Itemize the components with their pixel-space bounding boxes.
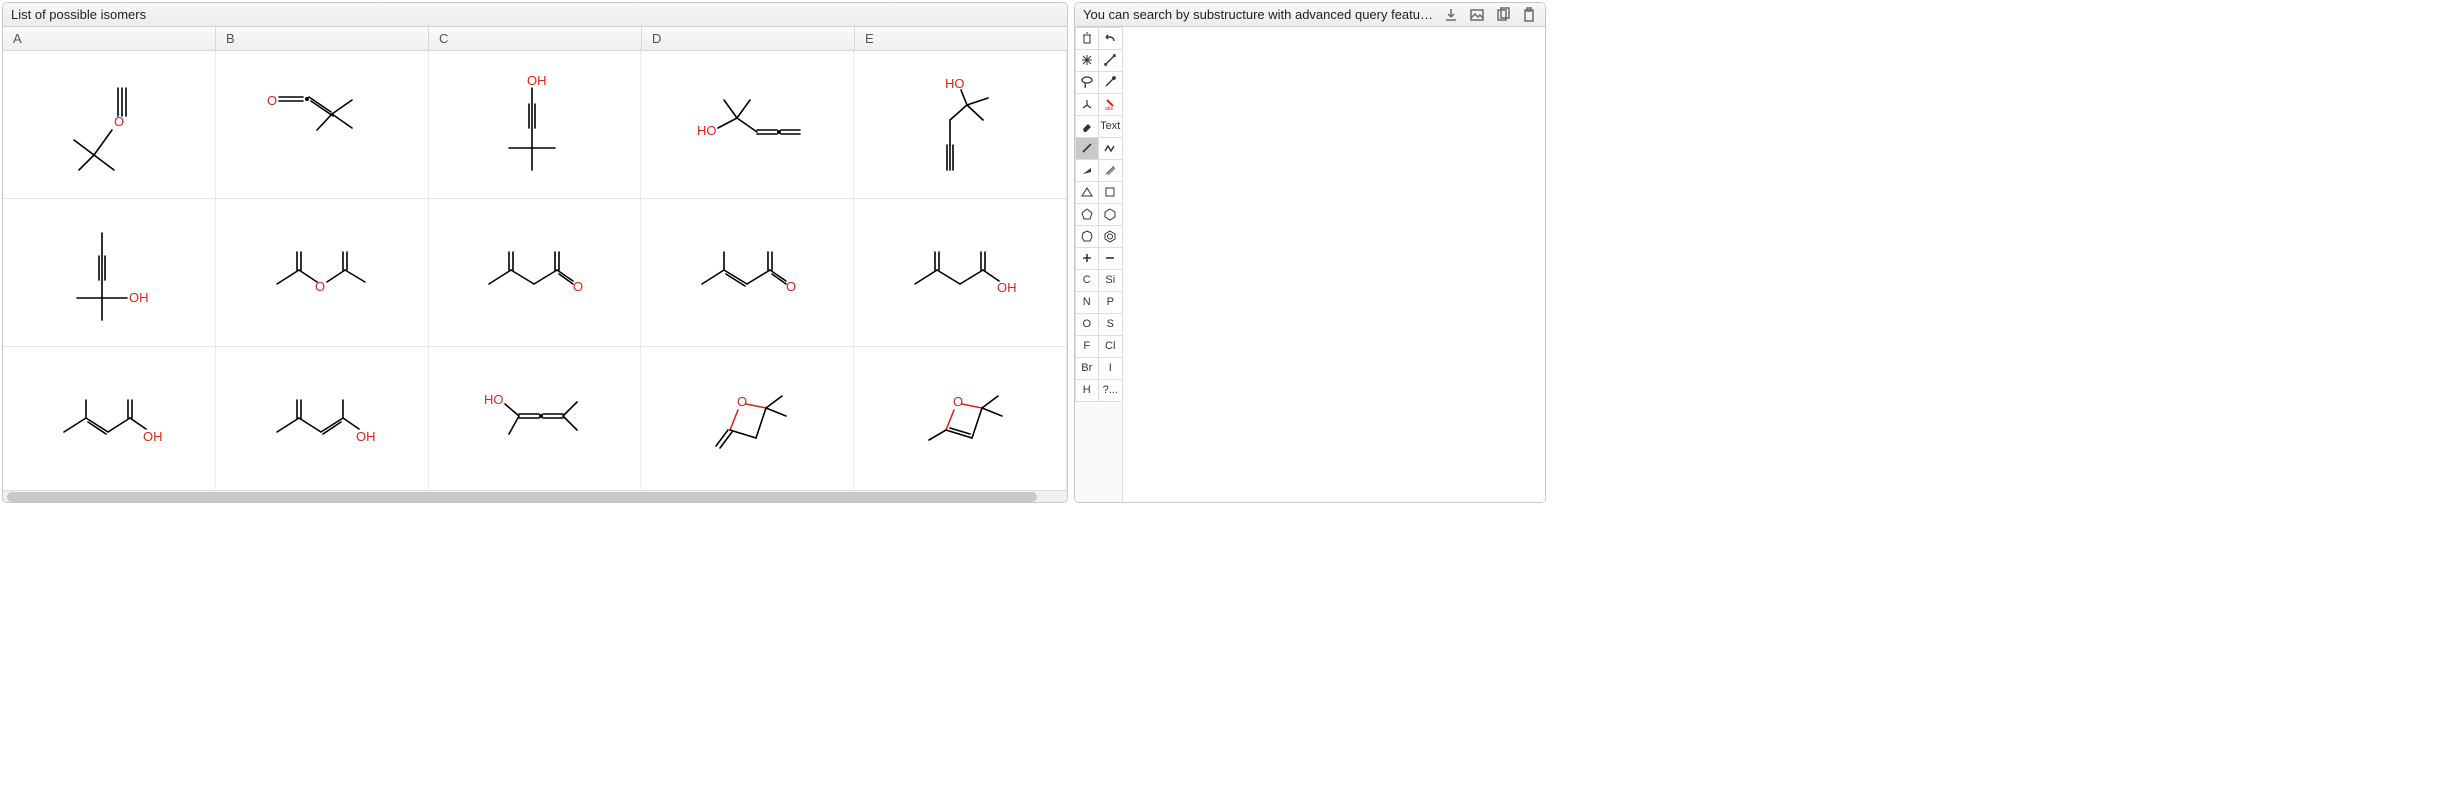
right-panel-title: You can search by substructure with adva… [1083,7,1435,22]
svg-text:OH: OH [527,73,547,88]
svg-text:O: O [573,279,583,294]
svg-text:HO: HO [484,392,504,407]
table-cell[interactable]: HO [854,51,1067,199]
chain-icon[interactable] [1098,137,1123,160]
table-cell[interactable]: OH [216,347,429,490]
svg-text:O: O [953,394,963,409]
abs-icon[interactable]: abs [1098,93,1123,116]
svg-text:HO: HO [697,123,717,138]
atom-p-button[interactable]: P [1098,291,1123,314]
svg-text:O: O [315,279,325,294]
atom-si-button[interactable]: Si [1098,269,1123,292]
trash-icon[interactable] [1075,27,1100,50]
isomer-list-panel: List of possible isomers A B C D E O [2,2,1068,503]
structure-editor-panel: You can search by substructure with adva… [1074,2,1546,503]
col-header-e[interactable]: E [855,27,1067,50]
table-cell[interactable]: O [3,51,216,199]
plus-icon[interactable] [1075,247,1100,270]
triangle-icon[interactable] [1075,181,1100,204]
right-panel-header: You can search by substructure with adva… [1075,3,1545,27]
svg-text:OH: OH [129,290,149,305]
table-cell[interactable]: O [854,347,1067,490]
svg-text:O: O [786,279,796,294]
editor-body: abs Text [1075,27,1545,502]
table-cell[interactable]: O [216,199,429,347]
square-icon[interactable] [1098,181,1123,204]
move-icon[interactable] [1098,49,1123,72]
benzene-icon[interactable] [1098,225,1123,248]
editor-canvas[interactable] [1123,27,1545,502]
wedge-down-icon[interactable] [1075,159,1100,182]
editor-toolbar: abs Text [1075,27,1123,502]
atom-c-button[interactable]: C [1075,269,1100,292]
lasso-icon[interactable] [1075,71,1100,94]
svg-text:OH: OH [143,429,163,444]
svg-text:OH: OH [997,280,1017,295]
heptagon-icon[interactable] [1075,225,1100,248]
single-bond-icon[interactable] [1075,137,1100,160]
table-cell[interactable]: O [641,347,854,490]
table-cell[interactable]: OH [429,51,642,199]
text-icon[interactable]: Text [1098,115,1123,138]
table-cell[interactable]: HO [641,51,854,199]
atom-cl-button[interactable]: Cl [1098,335,1123,358]
table-cell[interactable]: OH [854,199,1067,347]
chirality-icon[interactable] [1075,93,1100,116]
svg-text:O: O [737,394,747,409]
atom-more-button[interactable]: ?... [1098,379,1123,402]
pentagon-icon[interactable] [1075,203,1100,226]
atom-f-button[interactable]: F [1075,335,1100,358]
copy-icon[interactable] [1495,7,1511,23]
col-header-c[interactable]: C [429,27,642,50]
column-headers: A B C D E [3,27,1067,51]
svg-text:OH: OH [356,429,376,444]
wedge-up-icon[interactable] [1098,159,1123,182]
table-cell[interactable]: OH [3,199,216,347]
download-icon[interactable] [1443,7,1459,23]
table-cell[interactable]: OH [3,347,216,490]
svg-text:O: O [267,93,277,108]
col-header-b[interactable]: B [216,27,429,50]
eraser-icon[interactable] [1075,115,1100,138]
atom-i-button[interactable]: I [1098,357,1123,380]
isomer-grid: O O [3,51,1067,490]
hexagon-icon[interactable] [1098,203,1123,226]
table-cell[interactable]: O [216,51,429,199]
svg-text:HO: HO [945,76,965,91]
atom-br-button[interactable]: Br [1075,357,1100,380]
paste-icon[interactable] [1521,7,1537,23]
undo-icon[interactable] [1098,27,1123,50]
svg-text:abs: abs [1105,106,1114,111]
atom-o-button[interactable]: O [1075,313,1100,336]
hscrollbar-thumb[interactable] [7,492,1037,502]
hscrollbar[interactable] [3,490,1067,502]
minus-icon[interactable] [1098,247,1123,270]
col-header-d[interactable]: D [642,27,855,50]
atom-s-button[interactable]: S [1098,313,1123,336]
table-cell[interactable]: O [641,199,854,347]
left-panel-title: List of possible isomers [3,3,1067,27]
clean-icon[interactable] [1075,49,1100,72]
col-header-a[interactable]: A [3,27,216,50]
table-cell[interactable]: HO [429,347,642,490]
table-cell[interactable]: O [429,199,642,347]
3d-icon[interactable] [1098,71,1123,94]
image-icon[interactable] [1469,7,1485,23]
atom-h-button[interactable]: H [1075,379,1100,402]
atom-n-button[interactable]: N [1075,291,1100,314]
